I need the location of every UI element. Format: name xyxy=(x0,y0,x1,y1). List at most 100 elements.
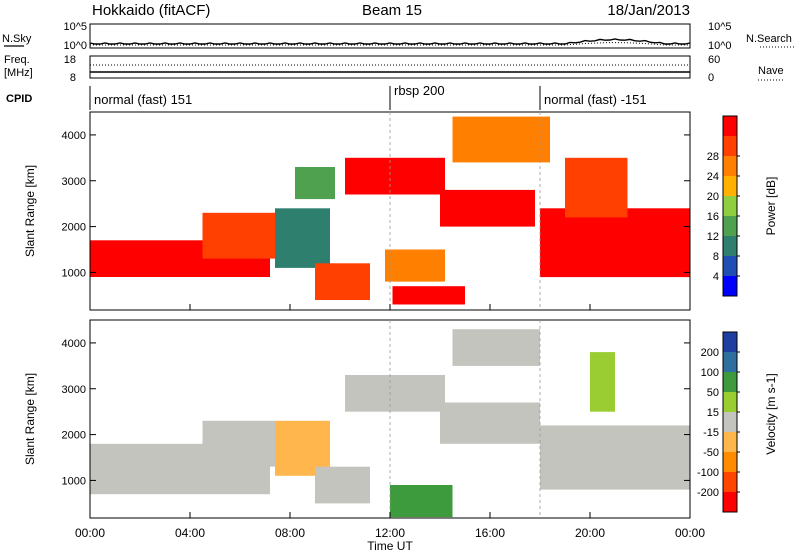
colorbar-swatch xyxy=(723,412,737,432)
colorbar-tick-label: 8 xyxy=(713,251,719,263)
freq-panel: Freq. [MHz] 18 8 60 0 Nave xyxy=(4,54,784,84)
x-tick-label: 08:00 xyxy=(275,526,305,540)
echo-region-3 xyxy=(275,420,330,476)
echo-region-6 xyxy=(345,375,445,412)
power-y-axis-label: Slant Range [km] xyxy=(23,165,37,257)
velocity-colorbar-label: Velocity [m s-1] xyxy=(764,373,778,454)
y-tick-label: 4000 xyxy=(62,338,86,350)
colorbar-swatch xyxy=(723,372,737,392)
y-tick-label: 2000 xyxy=(62,222,86,234)
noise-left-tick-bottom: 10^0 xyxy=(63,40,87,52)
colorbar-swatch xyxy=(723,452,737,472)
echo-region-9 xyxy=(440,189,535,227)
colorbar-swatch xyxy=(723,332,737,352)
colorbar-tick-label: -200 xyxy=(697,487,719,499)
colorbar-tick-label: 100 xyxy=(701,367,719,379)
echo-region-11 xyxy=(540,208,690,278)
noise-sky-line xyxy=(89,38,691,45)
colorbar-tick-label: 20 xyxy=(707,191,719,203)
noise-left-tick-top: 10^5 xyxy=(63,21,87,33)
noise-search-line xyxy=(90,42,690,46)
echo-region-7 xyxy=(385,249,445,282)
velocity-y-axis-label: Slant Range [km] xyxy=(23,373,37,465)
x-tick-label: 00:00 xyxy=(75,526,105,540)
x-tick-label: 04:00 xyxy=(175,526,205,540)
echo-region-5 xyxy=(390,485,453,518)
power-panel: 1000 2000 3000 4000 Slant Range [km] xyxy=(23,111,691,311)
colorbar-tick-label: 50 xyxy=(707,387,719,399)
colorbar-swatch xyxy=(723,196,737,216)
colorbar-tick-label: 28 xyxy=(707,151,719,163)
colorbar-swatch xyxy=(723,352,737,372)
beam-title: Beam 15 xyxy=(362,2,422,19)
colorbar-tick-label: 200 xyxy=(701,347,719,359)
noise-right-tick-bottom: 10^0 xyxy=(708,40,732,52)
colorbar-swatch xyxy=(723,116,737,136)
colorbar-tick-label: -50 xyxy=(703,447,719,459)
colorbar-swatch xyxy=(723,492,737,512)
colorbar-swatch xyxy=(723,156,737,176)
echo-region-4 xyxy=(295,167,335,200)
velocity-colorbar: -200 -100 -50 -15 15 50 100 200 xyxy=(697,331,740,513)
x-tick-label: 20:00 xyxy=(575,526,605,540)
colorbar-tick-label: 15 xyxy=(707,407,719,419)
x-axis-ticks: 00:00 04:00 08:00 12:00 16:00 20:00 00:00 xyxy=(75,304,705,540)
noise-right-tick-top: 10^5 xyxy=(708,21,732,33)
colorbar-swatch xyxy=(723,176,737,196)
colorbar-tick-label: 12 xyxy=(707,231,719,243)
echo-region-8 xyxy=(452,329,540,366)
y-tick-label: 2000 xyxy=(62,430,86,442)
cpid-segment-3: normal (fast) -151 xyxy=(544,92,647,107)
colorbar-tick-label: -100 xyxy=(697,467,719,479)
power-y-ticks: 1000 2000 3000 4000 xyxy=(62,112,690,310)
colorbar-tick-label: 24 xyxy=(707,171,719,183)
colorbar-swatch xyxy=(723,256,737,276)
power-cells xyxy=(90,116,690,305)
echo-region-6 xyxy=(345,157,445,195)
x-tick-label: 00:00 xyxy=(675,526,705,540)
freq-right-tick-bottom: 0 xyxy=(708,72,714,84)
echo-region-9 xyxy=(540,425,690,490)
y-tick-label: 3000 xyxy=(62,384,86,396)
echo-region-3 xyxy=(275,208,330,268)
echo-region-10 xyxy=(452,116,550,163)
velocity-y-ticks: 1000 2000 3000 4000 xyxy=(62,320,690,518)
echo-region-2 xyxy=(202,420,278,467)
noise-left-label: N.Sky xyxy=(2,33,32,45)
nave-label: Nave xyxy=(758,65,784,77)
echo-region-7 xyxy=(440,402,540,444)
velocity-panel: 1000 2000 3000 4000 Slant Range [km] xyxy=(23,319,691,519)
station-title: Hokkaido (fitACF) xyxy=(92,2,210,19)
y-tick-label: 1000 xyxy=(62,475,86,487)
colorbar-swatch xyxy=(723,216,737,236)
echo-region-2 xyxy=(202,212,278,259)
echo-region-4 xyxy=(315,466,370,504)
noise-right-label: N.Search xyxy=(746,33,792,45)
cpid-segment-1: normal (fast) 151 xyxy=(94,92,192,107)
date-title: 18/Jan/2013 xyxy=(607,2,690,19)
freq-left-tick-bottom: 8 xyxy=(70,72,76,84)
power-colorbar: 4 8 12 16 20 24 28 xyxy=(707,115,740,297)
echo-region-12 xyxy=(565,157,628,218)
cpid-panel: CPID normal (fast) 151 rbsp 200 normal (… xyxy=(6,83,647,110)
freq-label-2: [MHz] xyxy=(4,67,33,79)
echo-region-10 xyxy=(590,352,615,412)
colorbar-tick-label: 4 xyxy=(713,271,719,283)
colorbar-swatch xyxy=(723,276,737,296)
noise-panel: N.Sky 10^5 10^0 10^5 10^0 N.Search xyxy=(2,21,796,52)
y-tick-label: 4000 xyxy=(62,130,86,142)
velocity-cells xyxy=(90,329,690,518)
colorbar-swatch xyxy=(723,136,737,156)
cpid-segment-2: rbsp 200 xyxy=(394,83,445,98)
colorbar-tick-label: 16 xyxy=(707,211,719,223)
x-tick-label: 16:00 xyxy=(475,526,505,540)
colorbar-swatch xyxy=(723,472,737,492)
colorbar-swatch xyxy=(723,392,737,412)
freq-right-tick-top: 60 xyxy=(708,54,720,66)
echo-region-8 xyxy=(392,286,465,305)
colorbar-swatch xyxy=(723,432,737,452)
y-tick-label: 3000 xyxy=(62,176,86,188)
colorbar-tick-label: -15 xyxy=(703,427,719,439)
cpid-label: CPID xyxy=(6,93,32,105)
